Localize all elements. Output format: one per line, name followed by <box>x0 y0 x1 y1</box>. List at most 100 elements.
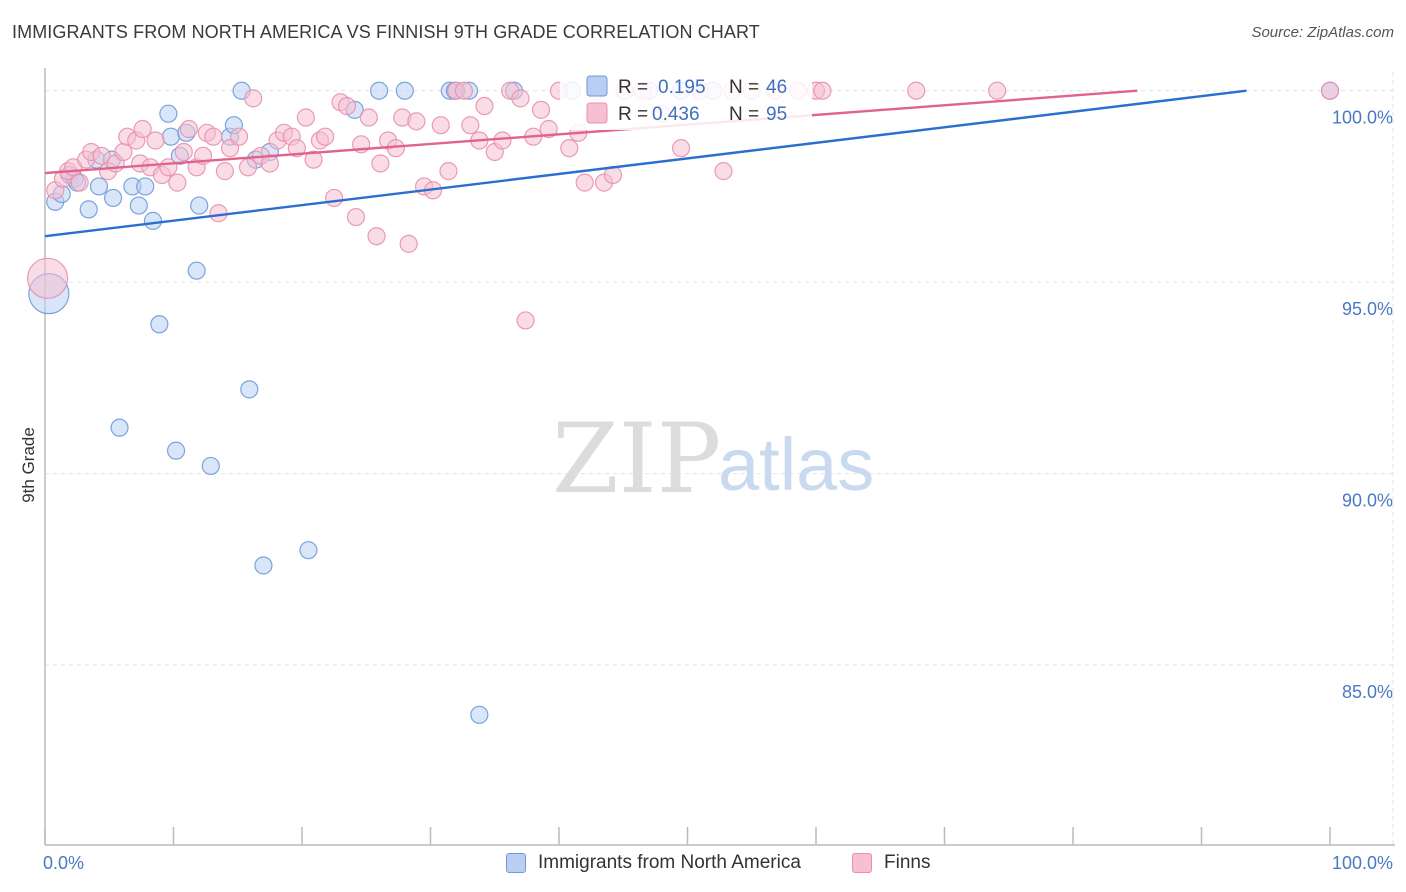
data-point <box>287 139 306 158</box>
data-point <box>371 154 390 173</box>
data-point <box>159 104 178 123</box>
data-point <box>244 89 263 108</box>
data-point <box>359 108 378 127</box>
data-point <box>168 173 187 192</box>
y-tick-label: 100.0% <box>1332 108 1393 128</box>
data-point <box>304 150 323 169</box>
data-point <box>439 162 458 181</box>
data-point <box>92 146 111 165</box>
data-point <box>431 116 450 135</box>
trend-line-blue <box>44 89 1247 238</box>
data-point <box>516 311 535 330</box>
x-tick-label: 0.0% <box>43 853 84 873</box>
x-tick-label: 100.0% <box>1332 853 1393 873</box>
data-point <box>104 188 123 208</box>
data-point <box>110 418 129 437</box>
data-point <box>461 116 480 135</box>
data-point <box>143 211 163 230</box>
chart-title: IMMIGRANTS FROM NORTH AMERICA VS FINNISH… <box>12 22 760 42</box>
data-point <box>470 705 489 724</box>
data-point <box>575 173 594 192</box>
data-point <box>531 100 551 119</box>
data-point <box>190 196 209 215</box>
data-point <box>813 81 832 100</box>
legend-r-value: 0.195 <box>658 77 706 98</box>
legend-item-finns[interactable]: Finns <box>852 852 930 874</box>
data-point <box>89 177 109 196</box>
data-point <box>493 131 512 150</box>
data-point <box>714 162 733 181</box>
legend-n-label: N = <box>729 77 759 98</box>
data-point <box>70 173 89 192</box>
y-tick-label: 90.0% <box>1342 491 1393 511</box>
data-point <box>346 207 366 227</box>
data-point <box>254 556 273 575</box>
data-point <box>129 196 148 215</box>
data-point <box>133 119 152 139</box>
legend-label: Immigrants from North America <box>538 852 801 873</box>
data-point <box>201 456 220 476</box>
legend-r-label: R = <box>618 104 648 125</box>
data-point <box>229 127 249 146</box>
data-point <box>511 89 530 108</box>
axes <box>44 68 1395 846</box>
data-point <box>150 315 169 334</box>
source-label: Source: ZipAtlas.com <box>1251 24 1394 41</box>
data-point <box>296 108 315 127</box>
y-axis-label: 9th Grade <box>19 427 38 503</box>
data-point <box>174 142 193 162</box>
data-point <box>671 139 691 158</box>
data-point <box>299 541 318 560</box>
data-point <box>560 139 579 158</box>
legend-swatch-blue <box>586 75 608 97</box>
data-point <box>240 380 259 399</box>
tick-labels: 85.0% 90.0% 95.0% 100.0% 0.0% 100.0% <box>43 108 1393 873</box>
legend-n-value: 46 <box>766 77 787 98</box>
data-point <box>539 119 558 139</box>
legend-bottom: Immigrants from North America Finns <box>0 852 1406 878</box>
legend-top: R = 0.195 N = 46 R = 0.436 N = 95 <box>560 70 812 130</box>
legend-label: Finns <box>884 852 931 873</box>
y-tick-label: 95.0% <box>1342 299 1393 319</box>
legend-swatch-blue <box>506 853 526 873</box>
legend-swatch-pink <box>586 102 608 124</box>
data-point <box>1320 81 1340 100</box>
data-point <box>26 257 69 299</box>
data-point <box>187 261 206 280</box>
data-point <box>399 234 418 253</box>
data-point <box>407 112 426 131</box>
data-point <box>337 96 357 116</box>
legend-item-immigrants[interactable]: Immigrants from North America <box>506 852 801 874</box>
data-point <box>136 177 155 196</box>
legend-swatch-pink <box>852 853 872 873</box>
watermark: ZIP atlas <box>552 403 874 515</box>
data-point <box>370 81 389 100</box>
trend-lines <box>44 89 1247 238</box>
data-point <box>454 81 474 100</box>
data-point <box>209 204 228 223</box>
data-point <box>159 158 178 177</box>
data-point <box>475 96 494 116</box>
legend-r-value: 0.436 <box>652 104 700 125</box>
data-point <box>367 227 386 246</box>
legend-n-label: N = <box>729 104 759 125</box>
watermark-zip: ZIP <box>552 403 721 515</box>
data-point <box>395 81 414 100</box>
data-point <box>179 119 199 139</box>
watermark-atlas: atlas <box>718 423 874 506</box>
data-point <box>316 127 335 146</box>
data-point <box>146 131 165 150</box>
data-point <box>204 127 223 146</box>
trend-line-pink <box>44 89 1138 175</box>
data-point <box>79 200 98 219</box>
legend-n-value: 95 <box>766 104 787 125</box>
data-point <box>161 127 181 146</box>
data-point <box>215 162 234 181</box>
data-point <box>325 188 344 208</box>
data-point <box>907 81 926 100</box>
legend-r-label: R = <box>618 77 648 98</box>
data-point <box>166 441 186 460</box>
y-tick-label: 85.0% <box>1342 682 1393 702</box>
data-point <box>988 81 1007 100</box>
